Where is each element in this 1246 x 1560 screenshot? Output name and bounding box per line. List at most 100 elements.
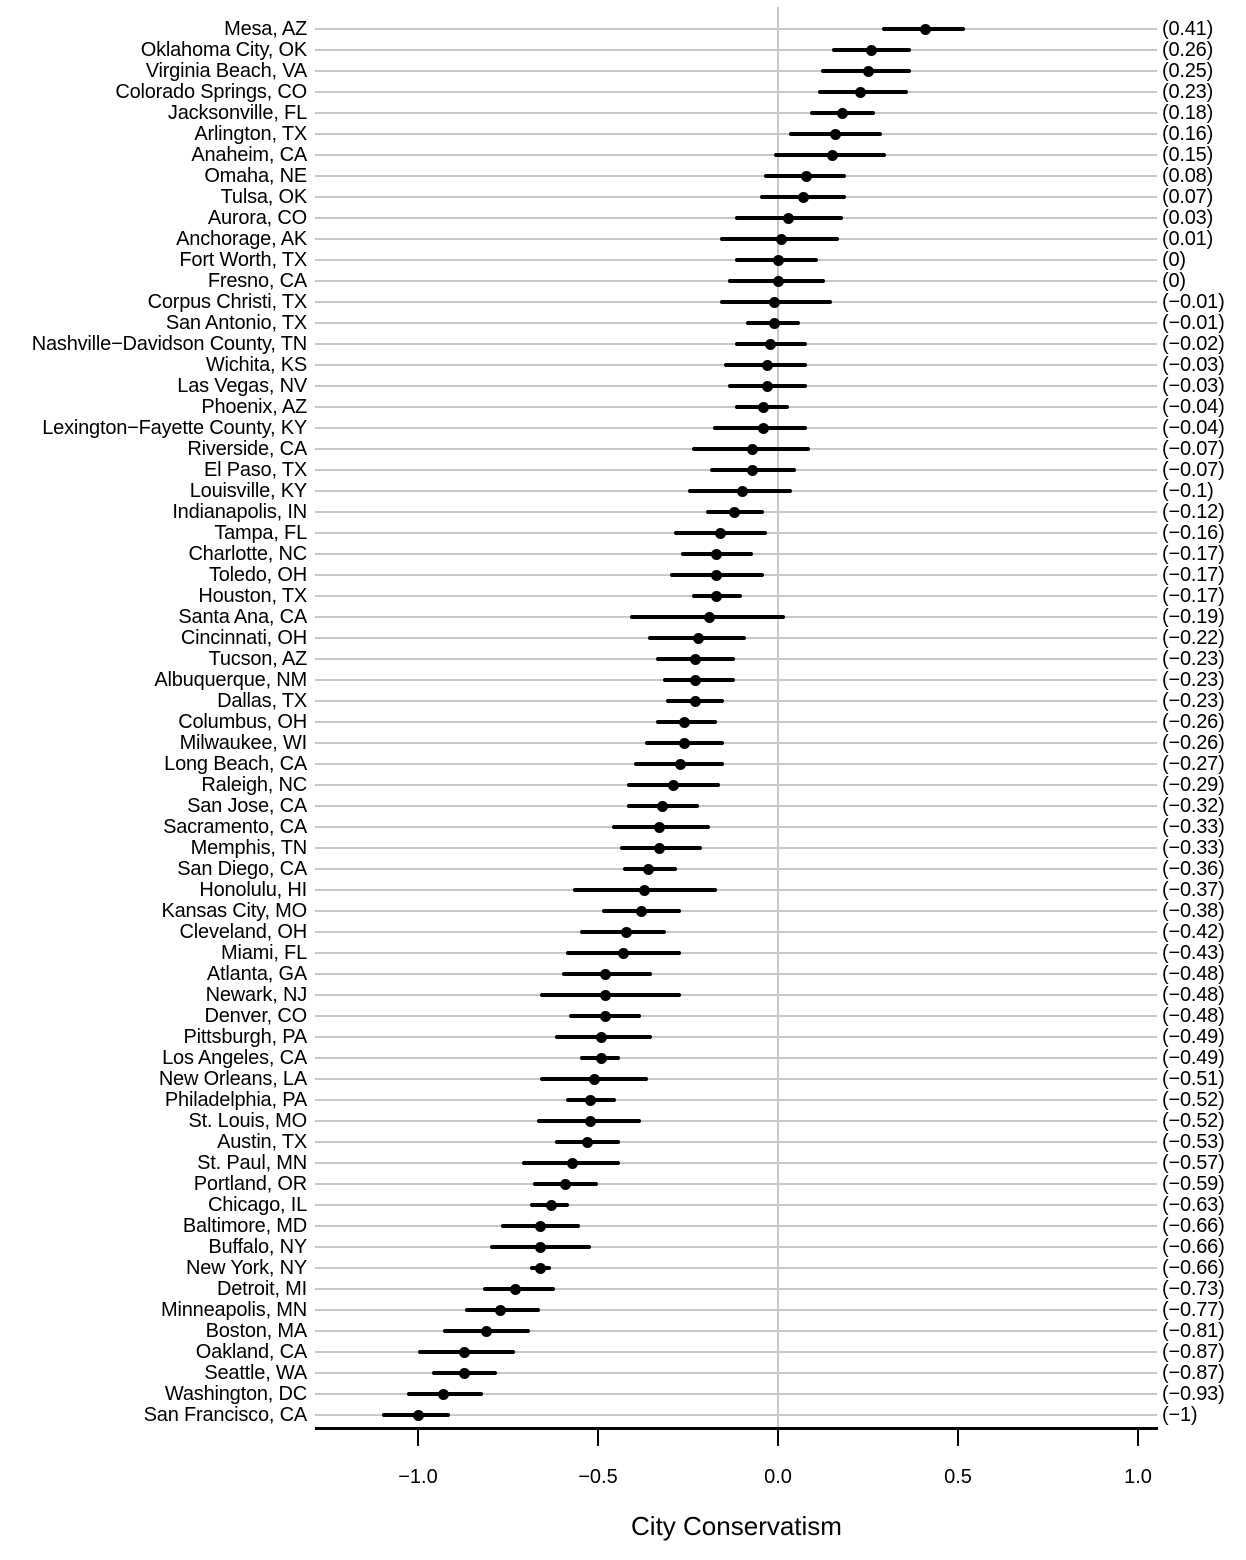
point-estimate-dot <box>747 464 759 476</box>
row-gridline <box>315 1288 1157 1290</box>
row-gridline <box>315 1183 1157 1185</box>
point-estimate-dot <box>704 611 716 623</box>
city-label: Mesa, AZ <box>224 18 307 40</box>
row-gridline <box>315 49 1157 51</box>
row-gridline <box>315 28 1157 30</box>
row-gridline <box>315 658 1157 660</box>
zero-gridline <box>777 7 779 1427</box>
city-label: St. Paul, MN <box>197 1152 307 1174</box>
city-label: Austin, TX <box>217 1131 307 1153</box>
value-label: (−0.29) <box>1162 774 1225 796</box>
city-label: Portland, OR <box>193 1173 307 1195</box>
value-label: (−0.87) <box>1162 1362 1225 1384</box>
value-label: (0.03) <box>1162 207 1214 229</box>
city-label: Buffalo, NY <box>208 1236 307 1258</box>
value-label: (−0.17) <box>1162 543 1225 565</box>
city-label: Tampa, FL <box>214 522 307 544</box>
row-gridline <box>315 1099 1157 1101</box>
city-label: San Antonio, TX <box>165 312 307 334</box>
point-estimate-dot <box>772 254 784 266</box>
city-label: Atlanta, GA <box>206 963 307 985</box>
point-estimate-dot <box>729 506 741 518</box>
value-label: (−0.48) <box>1162 963 1225 985</box>
point-estimate-dot <box>534 1241 546 1253</box>
point-estimate-dot <box>596 1031 608 1043</box>
value-label: (−0.04) <box>1162 396 1225 418</box>
row-gridline <box>315 805 1157 807</box>
x-axis-tick <box>596 1429 600 1446</box>
x-axis-tick-label: −1.0 <box>398 1466 438 1488</box>
point-estimate-dot <box>653 821 665 833</box>
row-gridline <box>315 1246 1157 1248</box>
value-label: (−0.27) <box>1162 753 1225 775</box>
value-label: (−0.38) <box>1162 900 1225 922</box>
city-label: Jacksonville, FL <box>167 102 307 124</box>
row-gridline <box>315 700 1157 702</box>
x-axis-line <box>315 1427 1158 1430</box>
row-gridline <box>315 70 1157 72</box>
value-label: (−0.01) <box>1162 291 1225 313</box>
value-label: (−0.49) <box>1162 1047 1225 1069</box>
point-estimate-dot <box>534 1262 546 1274</box>
point-estimate-dot <box>480 1325 492 1337</box>
row-gridline <box>315 1372 1157 1374</box>
city-label: Newark, NJ <box>205 984 308 1006</box>
point-estimate-dot <box>711 548 723 560</box>
value-label: (−0.73) <box>1162 1278 1225 1300</box>
point-estimate-dot <box>678 716 690 728</box>
point-estimate-dot <box>412 1409 424 1421</box>
point-estimate-dot <box>768 296 780 308</box>
value-label: (−0.17) <box>1162 564 1225 586</box>
row-gridline <box>315 1120 1157 1122</box>
row-gridline <box>315 154 1157 156</box>
point-estimate-dot <box>657 800 669 812</box>
value-label: (−0.22) <box>1162 627 1225 649</box>
point-estimate-dot <box>585 1094 597 1106</box>
point-estimate-dot <box>509 1283 521 1295</box>
row-gridline <box>315 1351 1157 1353</box>
value-label: (0.16) <box>1162 123 1214 145</box>
point-estimate-dot <box>588 1073 600 1085</box>
city-label: San Francisco, CA <box>143 1404 308 1426</box>
value-label: (−0.1) <box>1162 480 1214 502</box>
x-axis-tick <box>416 1429 420 1446</box>
city-label: Anchorage, AK <box>176 228 307 250</box>
value-label: (0.01) <box>1162 228 1214 250</box>
x-axis-tick <box>956 1429 960 1446</box>
value-label: (0.07) <box>1162 186 1214 208</box>
row-gridline <box>315 1036 1157 1038</box>
point-estimate-dot <box>866 44 878 56</box>
city-label: Miami, FL <box>221 942 307 964</box>
row-gridline <box>315 721 1157 723</box>
point-estimate-dot <box>830 128 842 140</box>
value-label: (−0.53) <box>1162 1131 1225 1153</box>
value-label: (0.25) <box>1162 60 1214 82</box>
value-label: (−0.23) <box>1162 648 1225 670</box>
value-label: (−0.81) <box>1162 1320 1225 1342</box>
city-label: Toledo, OH <box>208 564 307 586</box>
city-label: Milwaukee, WI <box>179 732 308 754</box>
city-label: Virginia Beach, VA <box>145 60 308 82</box>
value-label: (−0.07) <box>1162 438 1225 460</box>
city-label: Las Vegas, NV <box>177 375 307 397</box>
city-label: Arlington, TX <box>194 123 307 145</box>
x-axis-tick <box>1136 1429 1140 1446</box>
point-estimate-dot <box>768 317 780 329</box>
city-label: Albuquerque, NM <box>154 669 307 691</box>
point-estimate-dot <box>714 527 726 539</box>
point-estimate-dot <box>459 1346 471 1358</box>
point-estimate-dot <box>758 401 770 413</box>
value-label: (0.23) <box>1162 81 1214 103</box>
x-axis-tick-label: 0.5 <box>944 1466 972 1488</box>
point-estimate-dot <box>599 968 611 980</box>
city-label: Colorado Springs, CO <box>115 81 307 103</box>
row-gridline <box>315 1267 1157 1269</box>
point-estimate-dot <box>668 779 680 791</box>
value-label: (−0.02) <box>1162 333 1225 355</box>
row-gridline <box>315 1330 1157 1332</box>
city-label: Corpus Christi, TX <box>147 291 308 313</box>
point-estimate-dot <box>801 170 813 182</box>
row-gridline <box>315 1141 1157 1143</box>
point-estimate-dot <box>826 149 838 161</box>
point-estimate-dot <box>642 863 654 875</box>
